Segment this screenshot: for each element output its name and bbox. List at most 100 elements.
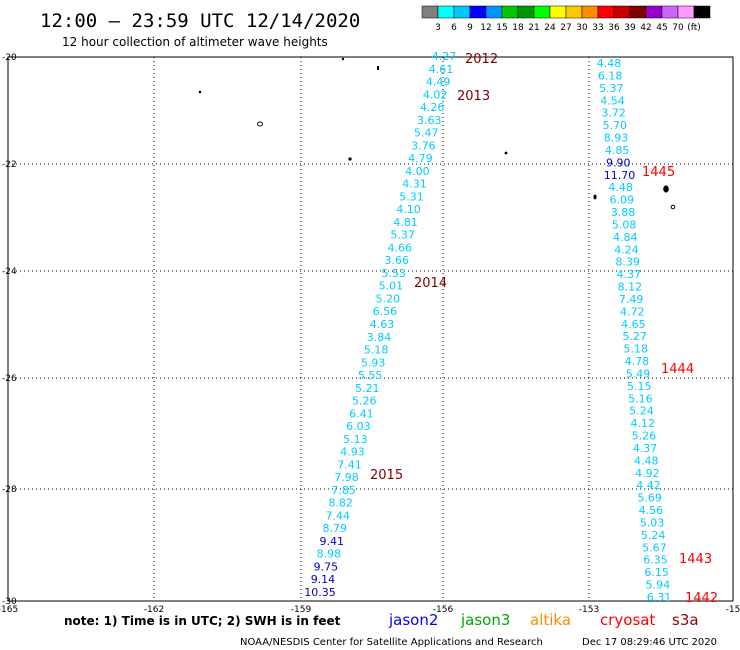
wave-height-value: 8.39 bbox=[615, 256, 640, 269]
scale-label: 70 bbox=[672, 23, 684, 33]
generated-timestamp: Dec 17 08:29:46 UTC 2020 bbox=[582, 637, 717, 648]
y-tick-label: -28 bbox=[2, 485, 17, 495]
wave-height-value: 8.93 bbox=[604, 132, 629, 145]
wave-height-value: 4.02 bbox=[423, 88, 448, 101]
scale-label: 45 bbox=[656, 23, 667, 33]
wave-height-value: 4.79 bbox=[408, 152, 433, 165]
pass-time-label: 1443 bbox=[679, 552, 712, 567]
wave-height-value: 8.12 bbox=[618, 281, 643, 294]
x-tick-label: -162 bbox=[144, 605, 164, 615]
scale-label: (ft) bbox=[687, 23, 701, 33]
satellite-legend-item: s3a bbox=[672, 611, 699, 629]
wave-height-value: 7.41 bbox=[337, 458, 362, 471]
island-marker bbox=[504, 151, 508, 155]
scale-label: 18 bbox=[512, 23, 524, 33]
pass-time-label: 1445 bbox=[642, 165, 675, 180]
scale-swatch bbox=[469, 5, 487, 19]
wave-height-value: 4.85 bbox=[605, 144, 630, 157]
scale-label: 21 bbox=[528, 23, 539, 33]
scale-swatch bbox=[693, 5, 711, 19]
y-tick-label: -26 bbox=[2, 374, 17, 384]
scale-swatch bbox=[501, 5, 519, 19]
satellite-legend-item: cryosat bbox=[600, 611, 655, 629]
wave-height-value: 4.26 bbox=[420, 101, 445, 114]
satellite-legend-item: jason2 bbox=[388, 611, 438, 629]
pass-time-label: 2015 bbox=[370, 468, 403, 483]
wave-height-value: 5.13 bbox=[343, 433, 368, 446]
wave-height-value: 5.27 bbox=[622, 330, 647, 343]
wave-height-value: 5.47 bbox=[414, 127, 439, 140]
wave-height-value: 4.66 bbox=[387, 241, 412, 254]
satellite-legend-item: altika bbox=[530, 611, 571, 629]
scale-swatch bbox=[517, 5, 535, 19]
wave-height-value: 5.03 bbox=[640, 516, 665, 529]
island-marker bbox=[593, 194, 597, 200]
wave-height-value: 4.61 bbox=[429, 63, 454, 76]
wave-height-value: 5.26 bbox=[352, 395, 377, 408]
wave-height-value: 4.48 bbox=[597, 57, 622, 70]
wave-height-value: 5.53 bbox=[382, 267, 407, 280]
track-right-values: 4.486.185.374.543.725.708.934.859.9011.7… bbox=[597, 57, 672, 604]
color-scale-legend: 3 6 9 12 15 18 21 24 27 30 33 36 39 42 45 70 (ft) bbox=[421, 5, 711, 33]
wave-height-value: 3.84 bbox=[367, 331, 392, 344]
island-marker bbox=[670, 204, 676, 210]
wave-height-value: 6.18 bbox=[598, 69, 623, 82]
scale-swatch bbox=[565, 5, 583, 19]
map-subtitle: 12 hour collection of altimeter wave hei… bbox=[62, 35, 328, 49]
wave-height-value: 4.42 bbox=[636, 479, 661, 492]
wave-height-value: 4.78 bbox=[625, 355, 650, 368]
x-tick-label: -15 bbox=[726, 605, 740, 615]
scale-swatch bbox=[437, 5, 455, 19]
scale-label: 30 bbox=[576, 23, 588, 33]
x-tick-label: -159 bbox=[291, 605, 312, 615]
wave-height-value: 9.41 bbox=[320, 535, 345, 548]
wave-height-value: 5.67 bbox=[642, 541, 667, 554]
axis-tick-labels: -165 -162 -159 -156 -153 -15 -20 -22 -24 -26 -28 -3… bbox=[0, 53, 740, 615]
units-note: note: 1) Time is in UTC; 2) SWH is in fe… bbox=[64, 614, 341, 628]
wave-height-value: 6.35 bbox=[643, 554, 668, 567]
pass-time-label: 1442 bbox=[685, 591, 718, 606]
scale-swatch bbox=[421, 5, 439, 19]
wave-height-value: 4.72 bbox=[620, 305, 645, 318]
wave-height-value: 5.26 bbox=[632, 430, 657, 443]
map-frame bbox=[7, 56, 734, 602]
wave-height-value: 4.37 bbox=[633, 442, 658, 455]
scale-swatch bbox=[597, 5, 615, 19]
y-tick-label: -20 bbox=[2, 53, 17, 63]
wave-height-value: 4.37 bbox=[617, 268, 642, 281]
wave-height-value: 9.75 bbox=[314, 560, 339, 573]
map-gridlines bbox=[8, 57, 733, 601]
wave-height-value: 8.82 bbox=[328, 497, 353, 510]
wave-height-value: 4.49 bbox=[426, 76, 451, 89]
wave-height-value: 4.00 bbox=[405, 165, 430, 178]
wave-height-value: 4.10 bbox=[396, 203, 421, 216]
scale-label: 42 bbox=[640, 23, 651, 33]
wave-height-value: 4.65 bbox=[621, 318, 646, 331]
scale-label: 6 bbox=[451, 23, 457, 33]
y-tick-label: -30 bbox=[2, 597, 17, 607]
wave-height-value: 6.03 bbox=[346, 420, 371, 433]
scale-swatch bbox=[645, 5, 663, 19]
wave-height-value: 4.56 bbox=[639, 504, 664, 517]
pass-time-label: 2014 bbox=[414, 276, 447, 291]
wave-height-value: 6.09 bbox=[610, 194, 635, 207]
wave-height-value: 4.54 bbox=[600, 94, 625, 107]
scale-label: 39 bbox=[624, 23, 636, 33]
wave-height-value: 8.98 bbox=[317, 548, 342, 561]
y-tick-label: -24 bbox=[2, 267, 17, 277]
pass-time-labels-left: 2012 2013 2014 2015 bbox=[370, 52, 498, 483]
island-marker bbox=[377, 66, 379, 70]
wave-height-value: 9.90 bbox=[606, 156, 631, 169]
scale-label: 36 bbox=[608, 23, 620, 33]
wave-height-value: 3.63 bbox=[417, 114, 442, 127]
pass-time-labels-right: 1445 1444 1443 1442 bbox=[642, 165, 718, 606]
wave-height-value: 5.31 bbox=[399, 190, 424, 203]
island-marker bbox=[341, 57, 345, 61]
island-marker bbox=[348, 157, 352, 161]
wave-height-value: 5.94 bbox=[646, 579, 671, 592]
wave-height-value: 5.37 bbox=[599, 82, 624, 95]
scale-label: 33 bbox=[592, 23, 603, 33]
wave-height-value: 8.79 bbox=[323, 522, 348, 535]
track-left-values: 4.274.614.494.024.263.635.473.764.794.00… bbox=[304, 50, 456, 599]
